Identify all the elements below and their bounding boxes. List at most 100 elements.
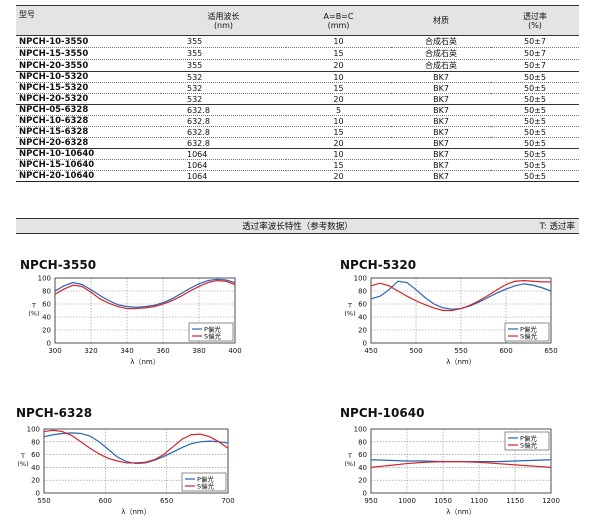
cell-model: NPCH-20-10640	[16, 170, 161, 182]
y-axis-label: T	[347, 452, 352, 460]
cell-model: NPCH-10-6328	[16, 115, 161, 127]
y-axis-label: T	[20, 452, 25, 460]
y-axis-label: T	[347, 302, 352, 310]
y-tick-label: 80	[358, 288, 367, 296]
cell-material: 合成石英	[391, 35, 491, 48]
cell-material: BK7	[391, 93, 491, 105]
cell-wavelength: 532	[161, 82, 286, 94]
y-axis-label: (%)	[28, 310, 39, 318]
cell-transmittance: 50±5	[491, 137, 579, 149]
cell-model: NPCH-15-3550	[16, 47, 161, 60]
cell-size: 10	[286, 148, 391, 160]
y-axis-label: (%)	[344, 310, 355, 318]
cell-size: 20	[286, 170, 391, 182]
legend-label: P偏光	[520, 434, 537, 443]
cell-wavelength: 632.8	[161, 137, 286, 149]
cell-model: NPCH-20-3550	[16, 59, 161, 72]
spec-table-header: 型号 适用波长 (nm) A=B=C (mm) 材质 透过率 (%)	[16, 5, 579, 36]
cell-size: 10	[286, 71, 391, 83]
table-row: NPCH-20-10640 1064 20 BK7 50±5	[16, 170, 579, 182]
x-tick-label: 320	[84, 347, 97, 355]
legend-label: S偏光	[197, 482, 215, 491]
cell-transmittance: 50±5	[491, 71, 579, 83]
x-axis-label: λ（nm）	[446, 358, 475, 366]
y-tick-label: 0	[363, 340, 367, 348]
table-row: NPCH-15-10640 1064 15 BK7 50±5	[16, 159, 579, 171]
legend-label: P偏光	[197, 475, 214, 484]
cell-wavelength: 355	[161, 35, 286, 48]
x-tick-label: 1100	[470, 497, 488, 505]
cell-material: BK7	[391, 126, 491, 138]
chart-svg: 0 20 40 60 80 100 950 1000 1050 1100 1150 1200 T(%) λ…	[344, 426, 560, 517]
y-tick-label: 40	[358, 464, 367, 472]
x-tick-label: 550	[37, 497, 50, 505]
x-tick-label: 400	[228, 347, 241, 355]
y-tick-label: 100	[354, 426, 367, 434]
x-tick-label: 380	[192, 347, 205, 355]
x-tick-label: 600	[99, 497, 112, 505]
cell-wavelength: 355	[161, 47, 286, 60]
x-tick-label: 500	[409, 347, 422, 355]
x-tick-label: 1200	[542, 497, 560, 505]
cell-wavelength: 632.8	[161, 115, 286, 127]
cell-wavelength: 532	[161, 71, 286, 83]
x-tick-label: 950	[364, 497, 377, 505]
y-tick-label: 80	[31, 438, 40, 446]
cell-transmittance: 50±5	[491, 115, 579, 127]
y-tick-label: 40	[31, 464, 40, 472]
cell-size: 5	[286, 104, 391, 116]
y-tick-label: 100	[27, 426, 40, 434]
cell-wavelength: 1064	[161, 148, 286, 160]
cell-model: NPCH-10-5320	[16, 71, 161, 83]
table-row: NPCH-20-5320 532 20 BK7 50±5	[16, 93, 579, 105]
spec-table-container: 型号 适用波长 (nm) A=B=C (mm) 材质 透过率 (%) NPCH-10-…	[16, 5, 579, 182]
series-line-s	[370, 461, 552, 468]
cell-wavelength: 355	[161, 59, 286, 72]
legend-label: S偏光	[520, 441, 538, 450]
y-tick-label: 0	[363, 490, 367, 498]
plot-frame	[43, 428, 229, 494]
chart-title: NPCH-3550	[20, 258, 97, 272]
x-tick-label: 300	[48, 347, 61, 355]
header-model: 型号	[16, 5, 161, 36]
cell-wavelength: 632.8	[161, 126, 286, 138]
y-tick-label: 20	[31, 477, 40, 485]
cell-transmittance: 50±5	[491, 93, 579, 105]
cell-material: BK7	[391, 159, 491, 171]
y-tick-label: 60	[358, 451, 367, 459]
y-axis-label: T	[31, 302, 36, 310]
x-axis-label: λ（nm）	[446, 508, 475, 516]
cell-model: NPCH-20-6328	[16, 137, 161, 149]
x-tick-label: 360	[156, 347, 169, 355]
y-tick-label: 20	[42, 327, 51, 335]
x-tick-label: 340	[120, 347, 133, 355]
y-tick-label: 100	[354, 275, 367, 283]
table-row: NPCH-15-6328 632.8 15 BK7 50±5	[16, 126, 579, 138]
cell-wavelength: 632.8	[161, 104, 286, 116]
cell-model: NPCH-20-5320	[16, 93, 161, 105]
chart-svg: 0 20 40 60 80 100 300 320 340 360 380 400 T(%) λ（nm） P…	[28, 275, 241, 367]
chart-title: NPCH-5320	[340, 258, 417, 272]
x-tick-label: 450	[364, 347, 377, 355]
legend-label: S偏光	[204, 332, 222, 341]
plot-frame	[370, 428, 552, 494]
plot-frame	[54, 277, 236, 344]
cell-wavelength: 532	[161, 93, 286, 105]
cell-material: 合成石英	[391, 47, 491, 60]
cell-size: 15	[286, 126, 391, 138]
cell-model: NPCH-05-6328	[16, 104, 161, 116]
cell-transmittance: 50±7	[491, 59, 579, 72]
cell-transmittance: 50±5	[491, 126, 579, 138]
legend-label: P偏光	[520, 325, 537, 334]
cell-size: 10	[286, 115, 391, 127]
chart-title: NPCH-6328	[16, 406, 93, 420]
cell-transmittance: 50±5	[491, 170, 579, 182]
x-tick-label: 600	[499, 347, 512, 355]
cell-material: BK7	[391, 148, 491, 160]
cell-transmittance: 50±7	[491, 35, 579, 48]
series-line-s	[54, 279, 236, 310]
x-tick-label: 1150	[506, 497, 524, 505]
table-row: NPCH-15-5320 532 15 BK7 50±5	[16, 82, 579, 94]
y-tick-label: 80	[42, 288, 51, 296]
